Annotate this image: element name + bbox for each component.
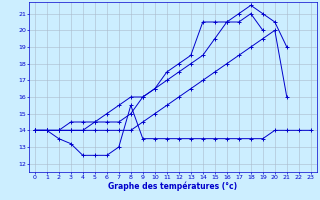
X-axis label: Graphe des températures (°c): Graphe des températures (°c) — [108, 181, 237, 191]
